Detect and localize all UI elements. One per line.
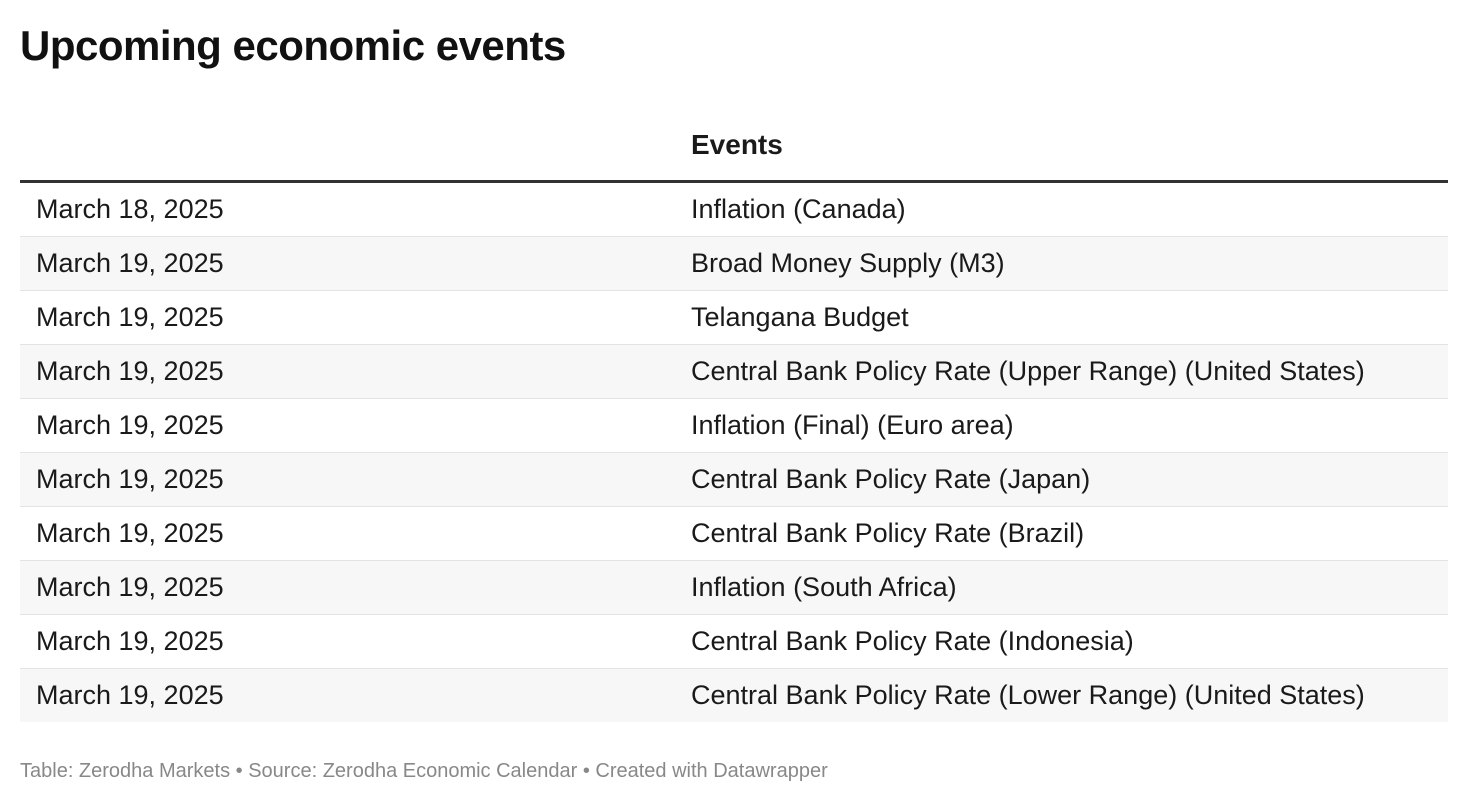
cell-date: March 19, 2025 [36,518,224,548]
cell-event: Broad Money Supply (M3) [691,248,1005,278]
cell-event: Inflation (Final) (Euro area) [691,410,1014,440]
cell-event: Inflation (Canada) [691,194,906,224]
cell-date: March 19, 2025 [36,464,224,494]
cell-event: Central Bank Policy Rate (Japan) [691,464,1091,494]
table-header-row: Events [20,108,1448,183]
table-row: March 19, 2025 Central Bank Policy Rate (… [20,669,1448,722]
table-row: March 19, 2025 Central Bank Policy Rate (… [20,507,1448,561]
cell-event: Telangana Budget [691,302,909,332]
table-row: March 18, 2025 Inflation (Canada) [20,183,1448,237]
table-row: March 19, 2025 Broad Money Supply (M3) [20,237,1448,291]
events-table: Events March 18, 2025 Inflation (Canada) M… [20,108,1448,722]
table-row: March 19, 2025 Inflation (South Africa) [20,561,1448,615]
table-footer-credits: Table: Zerodha Markets • Source: Zerodha… [20,760,828,782]
cell-date: March 19, 2025 [36,626,224,656]
cell-date: March 19, 2025 [36,302,224,332]
cell-date: March 19, 2025 [36,356,224,386]
cell-date: March 18, 2025 [36,194,224,224]
cell-date: March 19, 2025 [36,572,224,602]
table-row: March 19, 2025 Central Bank Policy Rate (… [20,345,1448,399]
table-row: March 19, 2025 Central Bank Policy Rate (… [20,453,1448,507]
table-row: March 19, 2025 Inflation (Final) (Euro ar… [20,399,1448,453]
cell-event: Inflation (South Africa) [691,572,957,602]
cell-event: Central Bank Policy Rate (Indonesia) [691,626,1134,656]
cell-event: Central Bank Policy Rate (Brazil) [691,518,1085,548]
page-title: Upcoming economic events [20,22,566,69]
cell-date: March 19, 2025 [36,680,224,710]
table-row: March 19, 2025 Telangana Budget [20,291,1448,345]
table-row: March 19, 2025 Central Bank Policy Rate (… [20,615,1448,669]
column-header-events[interactable]: Events [691,129,783,160]
table-body: March 18, 2025 Inflation (Canada) March 19… [20,183,1448,722]
cell-event: Central Bank Policy Rate (Lower Range) (… [691,680,1365,710]
cell-date: March 19, 2025 [36,410,224,440]
cell-event: Central Bank Policy Rate (Upper Range) (… [691,356,1365,386]
cell-date: March 19, 2025 [36,248,224,278]
